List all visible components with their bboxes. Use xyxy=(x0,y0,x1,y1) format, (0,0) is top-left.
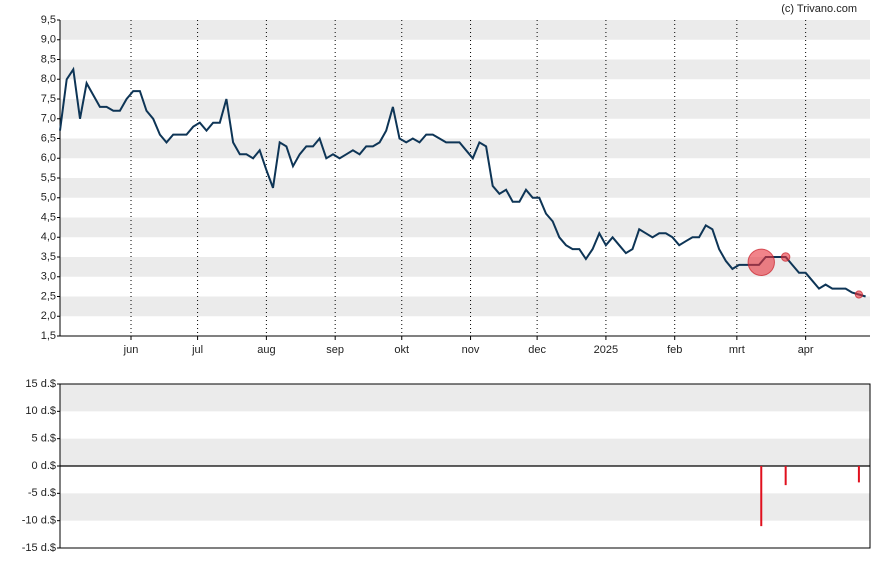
y-tick-label: 9,0 xyxy=(41,34,56,46)
bar xyxy=(857,466,860,483)
y-tick-label: 3,0 xyxy=(41,271,56,283)
y-tick-label: 2,5 xyxy=(41,290,56,302)
x-tick-label: nov xyxy=(462,344,480,356)
y-tick-label: 7,0 xyxy=(41,113,56,125)
grid-band xyxy=(60,178,870,198)
x-tick-label: feb xyxy=(667,344,682,356)
grid-band xyxy=(60,296,870,317)
grid-band xyxy=(60,257,870,277)
grid-band xyxy=(60,384,870,412)
grid-band xyxy=(60,493,870,521)
grid-band xyxy=(60,99,870,119)
y-tick-label: 5,5 xyxy=(41,172,56,184)
bar xyxy=(784,466,787,486)
y-tick-label: 3,5 xyxy=(41,251,56,263)
y-tick-label: 1,5 xyxy=(41,330,56,342)
trade-marker xyxy=(747,248,775,276)
y-tick-label: 7,5 xyxy=(41,93,56,105)
price-line xyxy=(59,66,866,298)
y-tick-label: -15 d.$ xyxy=(22,542,56,554)
x-tick-label: jun xyxy=(123,344,139,356)
y-tick-label: 5,0 xyxy=(41,192,56,204)
x-tick-label: jul xyxy=(191,344,203,356)
y-tick-label: 4,5 xyxy=(41,211,56,223)
x-tick-label: 2025 xyxy=(594,344,618,356)
y-tick-label: 2,0 xyxy=(41,310,56,322)
y-tick-label: 6,0 xyxy=(41,152,56,164)
x-tick-label: dec xyxy=(528,344,546,356)
credit: (c) Trivano.com xyxy=(781,3,857,15)
y-tick-label: 8,5 xyxy=(41,53,56,65)
grid-band xyxy=(60,217,870,238)
y-tick-label: 10 d.$ xyxy=(25,405,56,417)
trade-marker xyxy=(854,290,864,299)
x-tick-label: sep xyxy=(326,344,344,356)
y-tick-label: 0 d.$ xyxy=(32,460,56,472)
x-tick-label: mrt xyxy=(729,344,745,356)
y-tick-label: 6,5 xyxy=(41,132,56,144)
y-tick-label: -5 d.$ xyxy=(28,487,56,499)
y-tick-label: 5 d.$ xyxy=(32,433,56,445)
y-tick-label: 4,0 xyxy=(41,231,56,243)
y-tick-label: 15 d.$ xyxy=(25,378,56,390)
x-tick-label: okt xyxy=(394,344,409,356)
bar xyxy=(760,466,763,527)
grid-band xyxy=(60,59,870,80)
x-tick-label: aug xyxy=(257,344,275,356)
y-tick-label: -10 d.$ xyxy=(22,515,56,527)
x-tick-label: apr xyxy=(798,344,814,356)
trade-marker xyxy=(780,252,791,262)
y-tick-label: 8,0 xyxy=(41,73,56,85)
y-tick-label: 9,5 xyxy=(41,14,56,26)
grid-band xyxy=(60,20,870,40)
grid-band xyxy=(60,438,870,466)
